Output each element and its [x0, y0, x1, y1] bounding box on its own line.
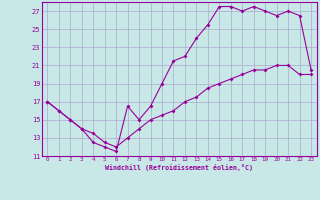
X-axis label: Windchill (Refroidissement éolien,°C): Windchill (Refroidissement éolien,°C) [105, 164, 253, 171]
